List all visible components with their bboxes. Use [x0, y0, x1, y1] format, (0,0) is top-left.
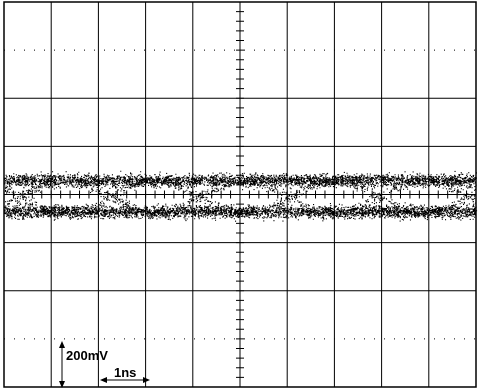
time-scale-label: 1ns [114, 365, 136, 380]
time-arrow-left-icon [100, 377, 107, 383]
scale-markers: 200mV 1ns [59, 341, 150, 388]
eye-noise-points [4, 170, 478, 222]
time-arrow-right-icon [143, 377, 150, 383]
voltage-arrow-top-icon [59, 341, 65, 348]
voltage-arrow-bottom-icon [59, 381, 65, 388]
graticule [3, 1, 477, 388]
voltage-scale-label: 200mV [66, 348, 108, 363]
eye-trace [4, 170, 478, 222]
center-axis-ticks [3, 1, 477, 388]
